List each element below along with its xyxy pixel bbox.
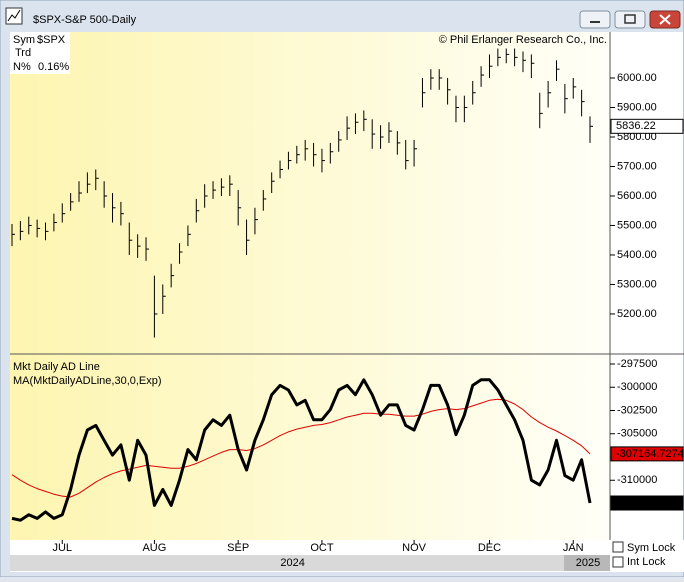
last-price-label-box (610, 118, 684, 134)
last-price-label: 5836.22 (616, 120, 656, 132)
y-tick-label: 5700.00 (617, 160, 657, 172)
int-lock-checkbox[interactable] (612, 556, 624, 568)
x-tick-label: JUL (52, 542, 72, 554)
restore-glyph (624, 14, 636, 24)
trd-label: Trd (15, 47, 31, 59)
y-tick-label: 5900.00 (617, 101, 657, 113)
ad-line (11, 378, 592, 522)
legend-entry: Mkt Daily AD Line (13, 361, 100, 373)
sym-lock-checkbox[interactable] (612, 541, 624, 553)
x-tick-label: OCT (310, 542, 334, 554)
y-tick-label: 5200.00 (617, 308, 657, 320)
x-tick-label: JAN (563, 542, 584, 554)
y-tick-label: -305000 (617, 428, 657, 440)
year-label: 2025 (576, 557, 600, 569)
y-tick-label: 5400.00 (617, 249, 657, 261)
x-tick-label: SEP (227, 542, 249, 554)
y-tick-label: 5600.00 (617, 190, 657, 202)
sym-lock-label: Sym Lock (627, 542, 676, 554)
x-tick-label: AUG (142, 542, 166, 554)
n-value: 0.16% (38, 61, 69, 73)
window-title: $SPX-S&P 500-Daily (33, 14, 137, 26)
ma-line (11, 398, 591, 498)
app-icon (5, 7, 23, 25)
y-tick-label: -310000 (617, 474, 657, 486)
year-label: 2024 (280, 557, 304, 569)
y-tick-label: 5300.00 (617, 278, 657, 290)
y-tick-label: -300000 (617, 381, 657, 393)
close-glyph (659, 14, 671, 25)
x-tick-label: NOV (402, 542, 427, 554)
y-tick-label: -302500 (617, 404, 657, 416)
n-label: N% (13, 61, 31, 73)
plot-background (10, 32, 610, 540)
app-icon-glyph (7, 9, 21, 22)
last-value-label: -307164.7274 (616, 448, 684, 460)
sym-value: $SPX (37, 34, 66, 46)
y-tick-label: 5800.00 (617, 131, 657, 143)
minimize-button[interactable] (579, 10, 611, 29)
year-highlight (564, 555, 610, 571)
last-value-label-box (610, 495, 684, 511)
copyright: © Phil Erlanger Research Co., Inc. (439, 34, 607, 46)
last-value-label-box (610, 446, 684, 462)
header-box (10, 32, 70, 74)
int-lock-label: Int Lock (627, 556, 666, 568)
sym-label: Sym (13, 34, 35, 46)
restore-button[interactable] (614, 10, 646, 29)
y-tick-label: 6000.00 (617, 72, 657, 84)
x-tick-label: DEC (478, 542, 501, 554)
legend-entry: MA(MktDailyADLine,30,0,Exp) (13, 375, 162, 387)
y-tick-label: 5500.00 (617, 219, 657, 231)
last-value-label: -312448 (616, 497, 656, 509)
year-row (10, 555, 610, 571)
y-tick-label: -297500 (617, 358, 657, 370)
